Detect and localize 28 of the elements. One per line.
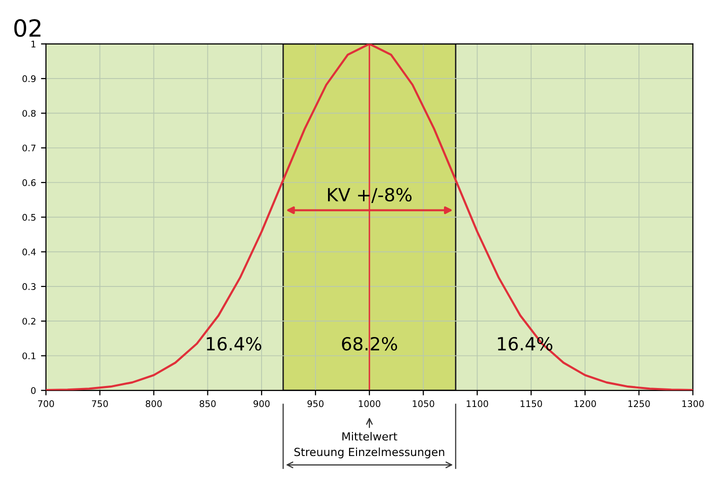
x-tick-label: 1250 [628,400,650,408]
y-tick-label: 0.5 [22,214,36,221]
x-tick-label: 1200 [574,400,596,408]
x-tick-label: 950 [307,400,324,408]
x-tick-label: 700 [38,400,54,408]
x-tick-label: 750 [92,400,108,408]
x-tick-label: 1050 [412,400,434,408]
y-tick-label: 1 [31,40,36,48]
text: Streuung Einzelmessungen [294,448,444,458]
chart-title: 02 [14,19,40,37]
y-tick-label: 0.2 [22,318,36,325]
y-tick-label: 0.8 [22,110,36,117]
text: Mittelwert [342,432,398,441]
x-tick-label: 1150 [520,400,542,408]
x-tick-label: 1100 [466,400,488,408]
x-tick-label: 1000 [358,400,380,408]
annotation: 16.4% [206,336,262,351]
x-tick-label: 1300 [682,400,704,408]
y-tick-label: 0 [31,387,36,394]
x-tick-label: 900 [254,400,270,408]
y-tick-label: 0.1 [22,352,36,360]
x-tick-label: 850 [200,400,216,408]
y-tick-label: 0.4 [22,248,36,256]
y-tick-label: 0.6 [22,179,36,186]
x-tick-label: 800 [146,400,162,408]
y-tick-label: 0.9 [22,75,36,82]
y-tick-label: 0.3 [22,283,36,290]
y-tick-label: 0.7 [22,144,36,152]
